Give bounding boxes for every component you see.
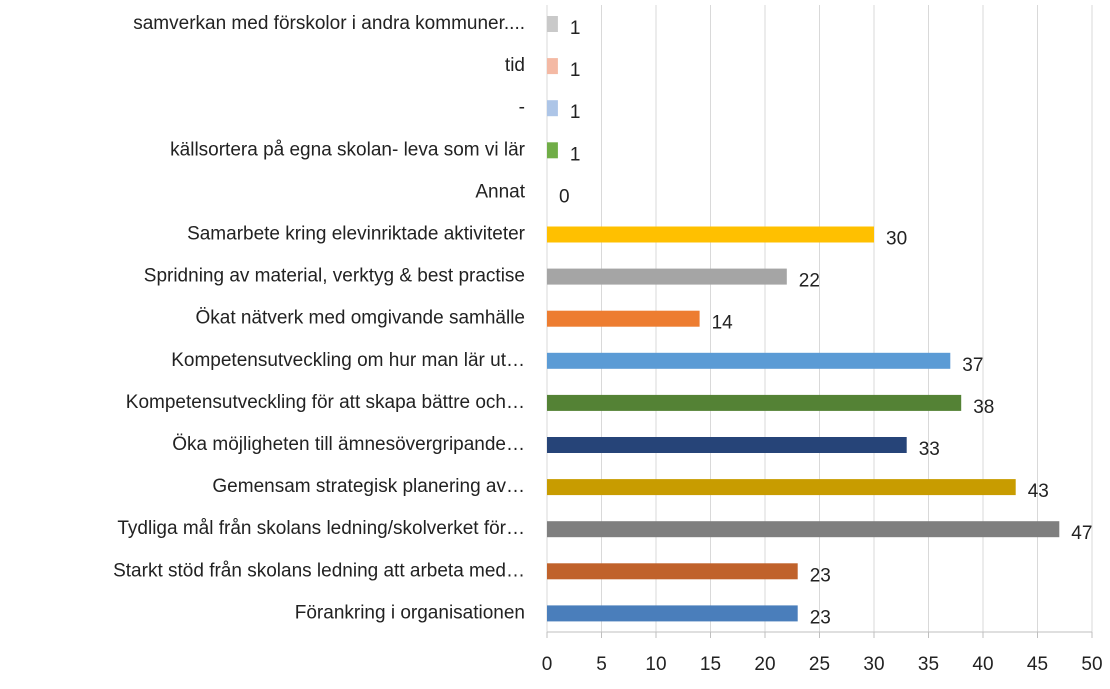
y-tick-label: Ökat nätverk med omgivande samhälle [196,308,526,329]
bar [547,521,1060,538]
x-tick-label: 35 [918,654,939,675]
x-tick-label: 25 [809,654,830,675]
y-tick-label: Samarbete kring elevinriktade aktivitete… [187,224,526,245]
value-label: 1 [570,60,581,81]
x-tick-label: 10 [645,654,666,675]
bar [547,310,700,327]
value-label: 0 [559,186,570,207]
bar [547,100,558,117]
y-tick-label: Starkt stöd från skolans ledning att arb… [113,560,525,581]
value-label: 38 [973,397,994,418]
value-label: 33 [919,439,940,460]
y-tick-label: källsortera på egna skolan- leva som vi … [170,139,526,160]
value-label: 43 [1028,481,1049,502]
y-tick-label: Kompetensutveckling för att skapa bättre… [126,392,525,413]
bar [547,605,798,622]
value-label: 47 [1071,523,1092,544]
bar [547,16,558,32]
bar [547,58,558,75]
value-label: 23 [810,565,831,586]
y-tick-label: Spridning av material, verktyg & best pr… [144,266,525,287]
value-label: 23 [810,607,831,628]
value-label: 22 [799,271,820,292]
y-tick-label: tid [505,55,525,76]
value-label: 1 [570,18,581,39]
x-tick-label: 20 [754,654,775,675]
y-tick-label: Annat [475,181,525,202]
bar [547,479,1016,496]
y-tick-label: samverkan med förskolor i andra kommuner… [133,13,525,34]
y-tick-label: - [519,97,525,118]
y-tick-label: Gemensam strategisk planering av… [212,476,525,497]
bar [547,352,951,369]
bar [547,394,962,411]
y-tick-label: Tydliga mål från skolans ledning/skolver… [117,518,525,539]
bar [547,226,874,243]
bar [547,268,787,285]
x-tick-label: 5 [596,654,607,675]
bar [547,563,798,580]
y-tick-label: Öka möjligheten till ämnesövergripande… [172,434,525,455]
value-label: 30 [886,229,907,250]
value-label: 1 [570,102,581,123]
value-label: 14 [712,313,734,334]
y-tick-label: Kompetensutveckling om hur man lär ut… [171,350,525,371]
value-label: 1 [570,144,581,165]
bar [547,142,558,159]
value-label: 37 [962,355,983,376]
y-tick-label: Förankring i organisationen [295,602,525,623]
x-tick-label: 50 [1081,654,1102,675]
x-tick-label: 40 [972,654,993,675]
x-tick-label: 45 [1027,654,1048,675]
bar [547,437,907,453]
x-tick-label: 30 [863,654,884,675]
x-tick-label: 15 [700,654,721,675]
x-tick-label: 0 [542,654,553,675]
